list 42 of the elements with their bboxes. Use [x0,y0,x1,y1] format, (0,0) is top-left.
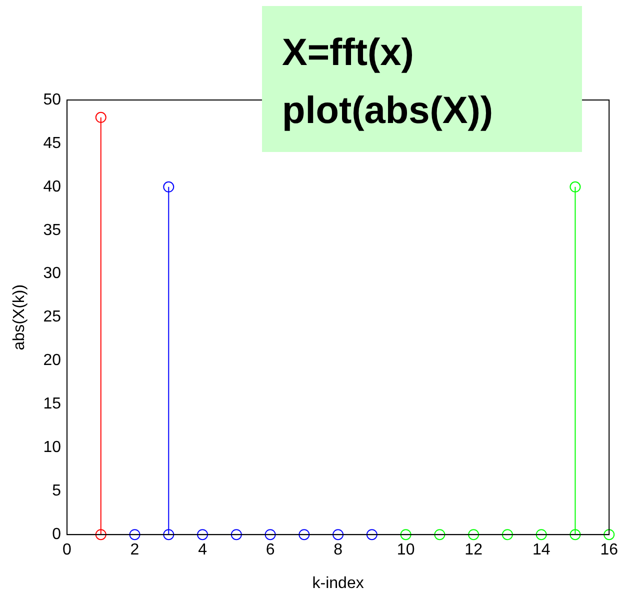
y-tick-label: 20 [43,352,62,370]
point [264,529,276,540]
x-tick-label: 2 [130,542,140,559]
point [197,529,208,540]
point [163,529,174,540]
x-tick-label: 16 [600,542,618,559]
x-tick-label: 14 [532,542,550,559]
y-tick-label: 50 [43,91,62,108]
point [434,529,446,540]
point [163,181,174,192]
y-tick-label: 10 [43,439,62,456]
point [536,529,547,540]
y-tick-label: 15 [43,396,62,413]
point [400,529,412,540]
y-tick-label: 5 [52,482,62,500]
point [298,529,310,540]
annotation: plot(abs(X)) [282,89,494,134]
point [570,529,581,540]
point [468,529,480,540]
y-tick-label: 45 [43,134,62,152]
y-axis-title: abs(X(k)) [11,284,28,350]
x-tick-label: 4 [198,542,208,559]
y-tick-label: 25 [43,308,62,326]
point [570,181,581,192]
y-tick-label: 0 [52,526,62,544]
point [502,529,513,540]
point [95,529,106,540]
y-tick-label: 35 [43,222,62,239]
point [129,529,140,540]
y-tick-label: 30 [43,265,62,282]
point [332,529,344,540]
x-tick-label: 10 [396,542,415,559]
point [604,529,615,540]
x-axis-title: k-index [312,574,364,592]
x-tick-label: 6 [266,542,275,559]
x-tick-label: 12 [464,542,483,559]
text: X=fft(x) [282,31,415,76]
point [230,529,242,540]
point [95,112,106,123]
y-tick-label: 40 [43,178,62,196]
x-tick-label: 8 [334,542,343,559]
point [366,529,378,540]
